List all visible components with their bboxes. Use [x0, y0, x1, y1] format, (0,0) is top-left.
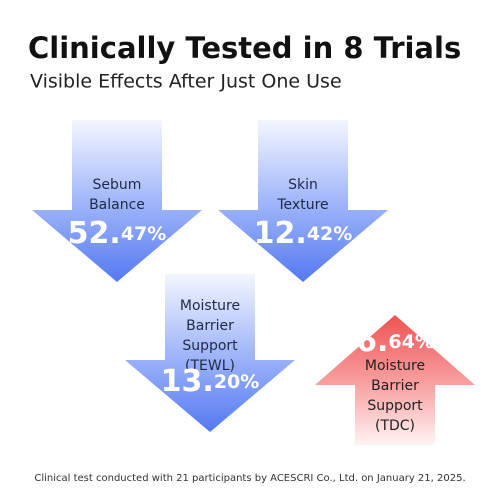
arrow-label: (TDC) [375, 418, 415, 434]
arrow-label: Balance [89, 197, 145, 213]
value-major: 12. [254, 216, 307, 251]
arrow-value: 6.64% [356, 324, 434, 359]
subtitle: Visible Effects After Just One Use [30, 71, 342, 93]
arrow-label: Barrier [371, 378, 419, 394]
arrow-label: (TEWL) [185, 358, 235, 374]
value-major: 52. [68, 216, 121, 251]
arrow [218, 120, 388, 282]
arrow-label: Support [367, 398, 423, 414]
arrow-value: 52.47% [68, 216, 167, 251]
value-major: 6. [356, 324, 388, 359]
arrow-label: Moisture [365, 358, 425, 374]
value-minor: 42% [307, 223, 352, 245]
arrow-label: Moisture [180, 298, 240, 314]
value-minor: 64% [388, 331, 433, 353]
arrow-label: Barrier [186, 318, 234, 334]
arrow-label: Skin [288, 177, 318, 193]
footer: Clinical test conducted with 21 particip… [34, 473, 465, 484]
value-major: 13. [161, 364, 214, 399]
value-minor: 47% [121, 223, 166, 245]
arrow-value: 12.42% [254, 216, 353, 251]
title: Clinically Tested in 8 Trials [28, 31, 461, 65]
arrow [125, 274, 295, 432]
arrow-value: 13.20% [161, 364, 260, 399]
arrow-label: Support [182, 338, 238, 354]
arrow-label: Sebum [93, 177, 142, 193]
arrow-label: Texture [276, 197, 328, 213]
arrow [315, 315, 475, 445]
arrow [32, 120, 202, 282]
value-minor: 20% [214, 371, 259, 393]
